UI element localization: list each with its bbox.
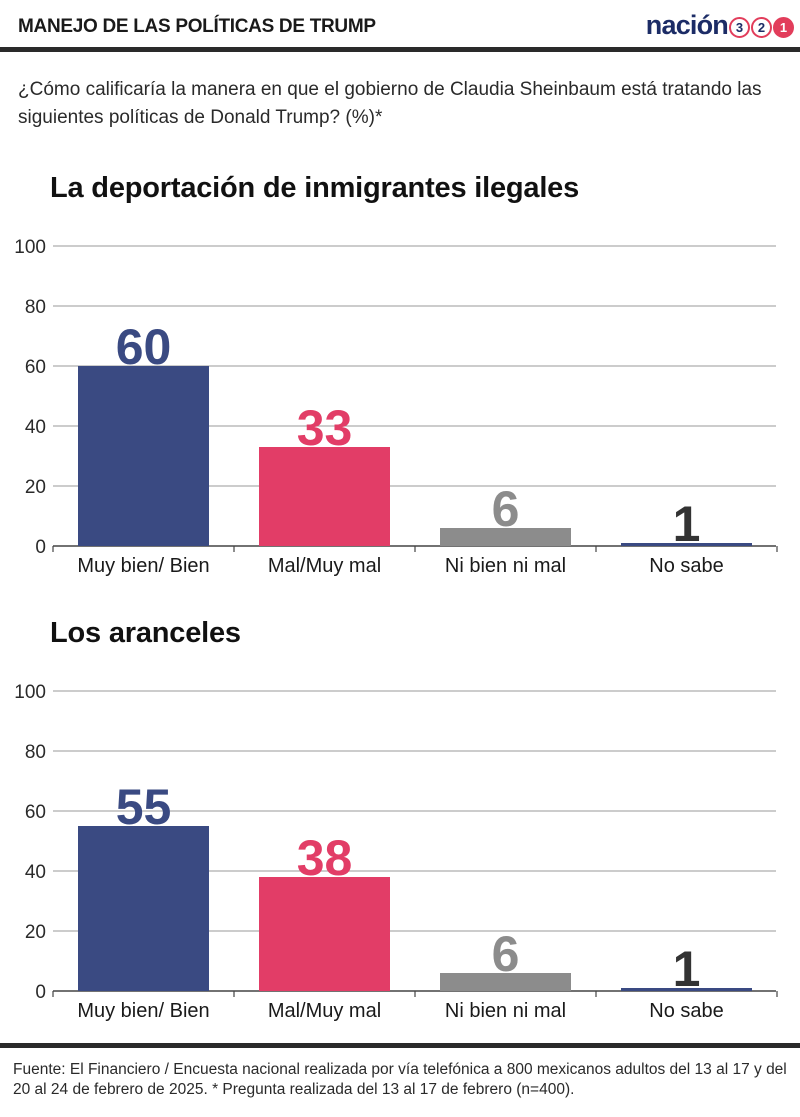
footer: Fuente: El Financiero / Encuesta naciona… bbox=[0, 1043, 800, 1117]
brand-word: nación bbox=[645, 9, 729, 40]
data-label: 1 bbox=[673, 496, 701, 552]
y-tick-label: 80 bbox=[25, 742, 46, 763]
x-tick-label: No sabe bbox=[649, 555, 724, 577]
y-tick-label: 0 bbox=[35, 982, 46, 1003]
y-tick-label: 0 bbox=[35, 537, 46, 558]
bar bbox=[440, 973, 571, 991]
bar-chart-tariffs: 0 20 40 60 80 100 55 Muy bien/ Bien 38 Mal/Muy ma… bbox=[14, 682, 778, 1022]
y-tick-label: 100 bbox=[14, 682, 46, 703]
y-tick-label: 20 bbox=[25, 477, 46, 498]
brand-digit-circle: 2 bbox=[751, 16, 772, 38]
page-title: MANEJO DE LAS POLÍTICAS DE TRUMP bbox=[18, 16, 376, 37]
bar bbox=[78, 826, 209, 991]
bar bbox=[259, 877, 390, 991]
bar bbox=[621, 988, 752, 991]
bar bbox=[621, 543, 752, 546]
y-tick-label: 60 bbox=[25, 802, 46, 823]
data-label: 6 bbox=[492, 481, 520, 537]
source-note: Fuente: El Financiero / Encuesta naciona… bbox=[13, 1061, 787, 1098]
x-tick-label: No sabe bbox=[649, 1000, 724, 1022]
data-label: 33 bbox=[297, 400, 353, 456]
x-tick-label: Ni bien ni mal bbox=[445, 555, 566, 577]
y-tick-label: 40 bbox=[25, 862, 46, 883]
chart-title-tariffs: Los aranceles bbox=[50, 617, 241, 649]
chart-title-deportation: La deportación de inmigrantes ilegales bbox=[50, 172, 580, 204]
data-label: 55 bbox=[116, 779, 172, 835]
y-tick-label: 60 bbox=[25, 357, 46, 378]
y-tick-label: 100 bbox=[14, 237, 46, 258]
brand-digit-circle: 3 bbox=[729, 16, 750, 38]
brand-digit-circle: 1 bbox=[773, 16, 794, 38]
y-tick-label: 20 bbox=[25, 922, 46, 943]
bar bbox=[78, 366, 209, 546]
y-tick-label: 80 bbox=[25, 297, 46, 318]
brand-logo: nación 3 2 1 bbox=[646, 7, 794, 43]
x-tick-label: Ni bien ni mal bbox=[445, 1000, 566, 1022]
bar bbox=[440, 528, 571, 546]
y-tick-label: 40 bbox=[25, 417, 46, 438]
data-label: 1 bbox=[673, 941, 701, 997]
bar bbox=[259, 447, 390, 546]
data-label: 60 bbox=[116, 319, 172, 375]
x-tick-label: Muy bien/ Bien bbox=[77, 1000, 209, 1022]
data-label: 6 bbox=[492, 926, 520, 982]
x-tick-label: Mal/Muy mal bbox=[268, 1000, 381, 1022]
x-tick-label: Mal/Muy mal bbox=[268, 555, 381, 577]
x-tick-label: Muy bien/ Bien bbox=[77, 555, 209, 577]
bar-chart-deportation: 0 20 40 60 80 100 60 Muy bien/ Bien 33 Mal/Muy ma… bbox=[14, 237, 778, 577]
header: MANEJO DE LAS POLÍTICAS DE TRUMP nación … bbox=[0, 0, 800, 52]
data-label: 38 bbox=[297, 830, 353, 886]
survey-question: ¿Cómo calificaría la manera en que el go… bbox=[18, 79, 762, 128]
